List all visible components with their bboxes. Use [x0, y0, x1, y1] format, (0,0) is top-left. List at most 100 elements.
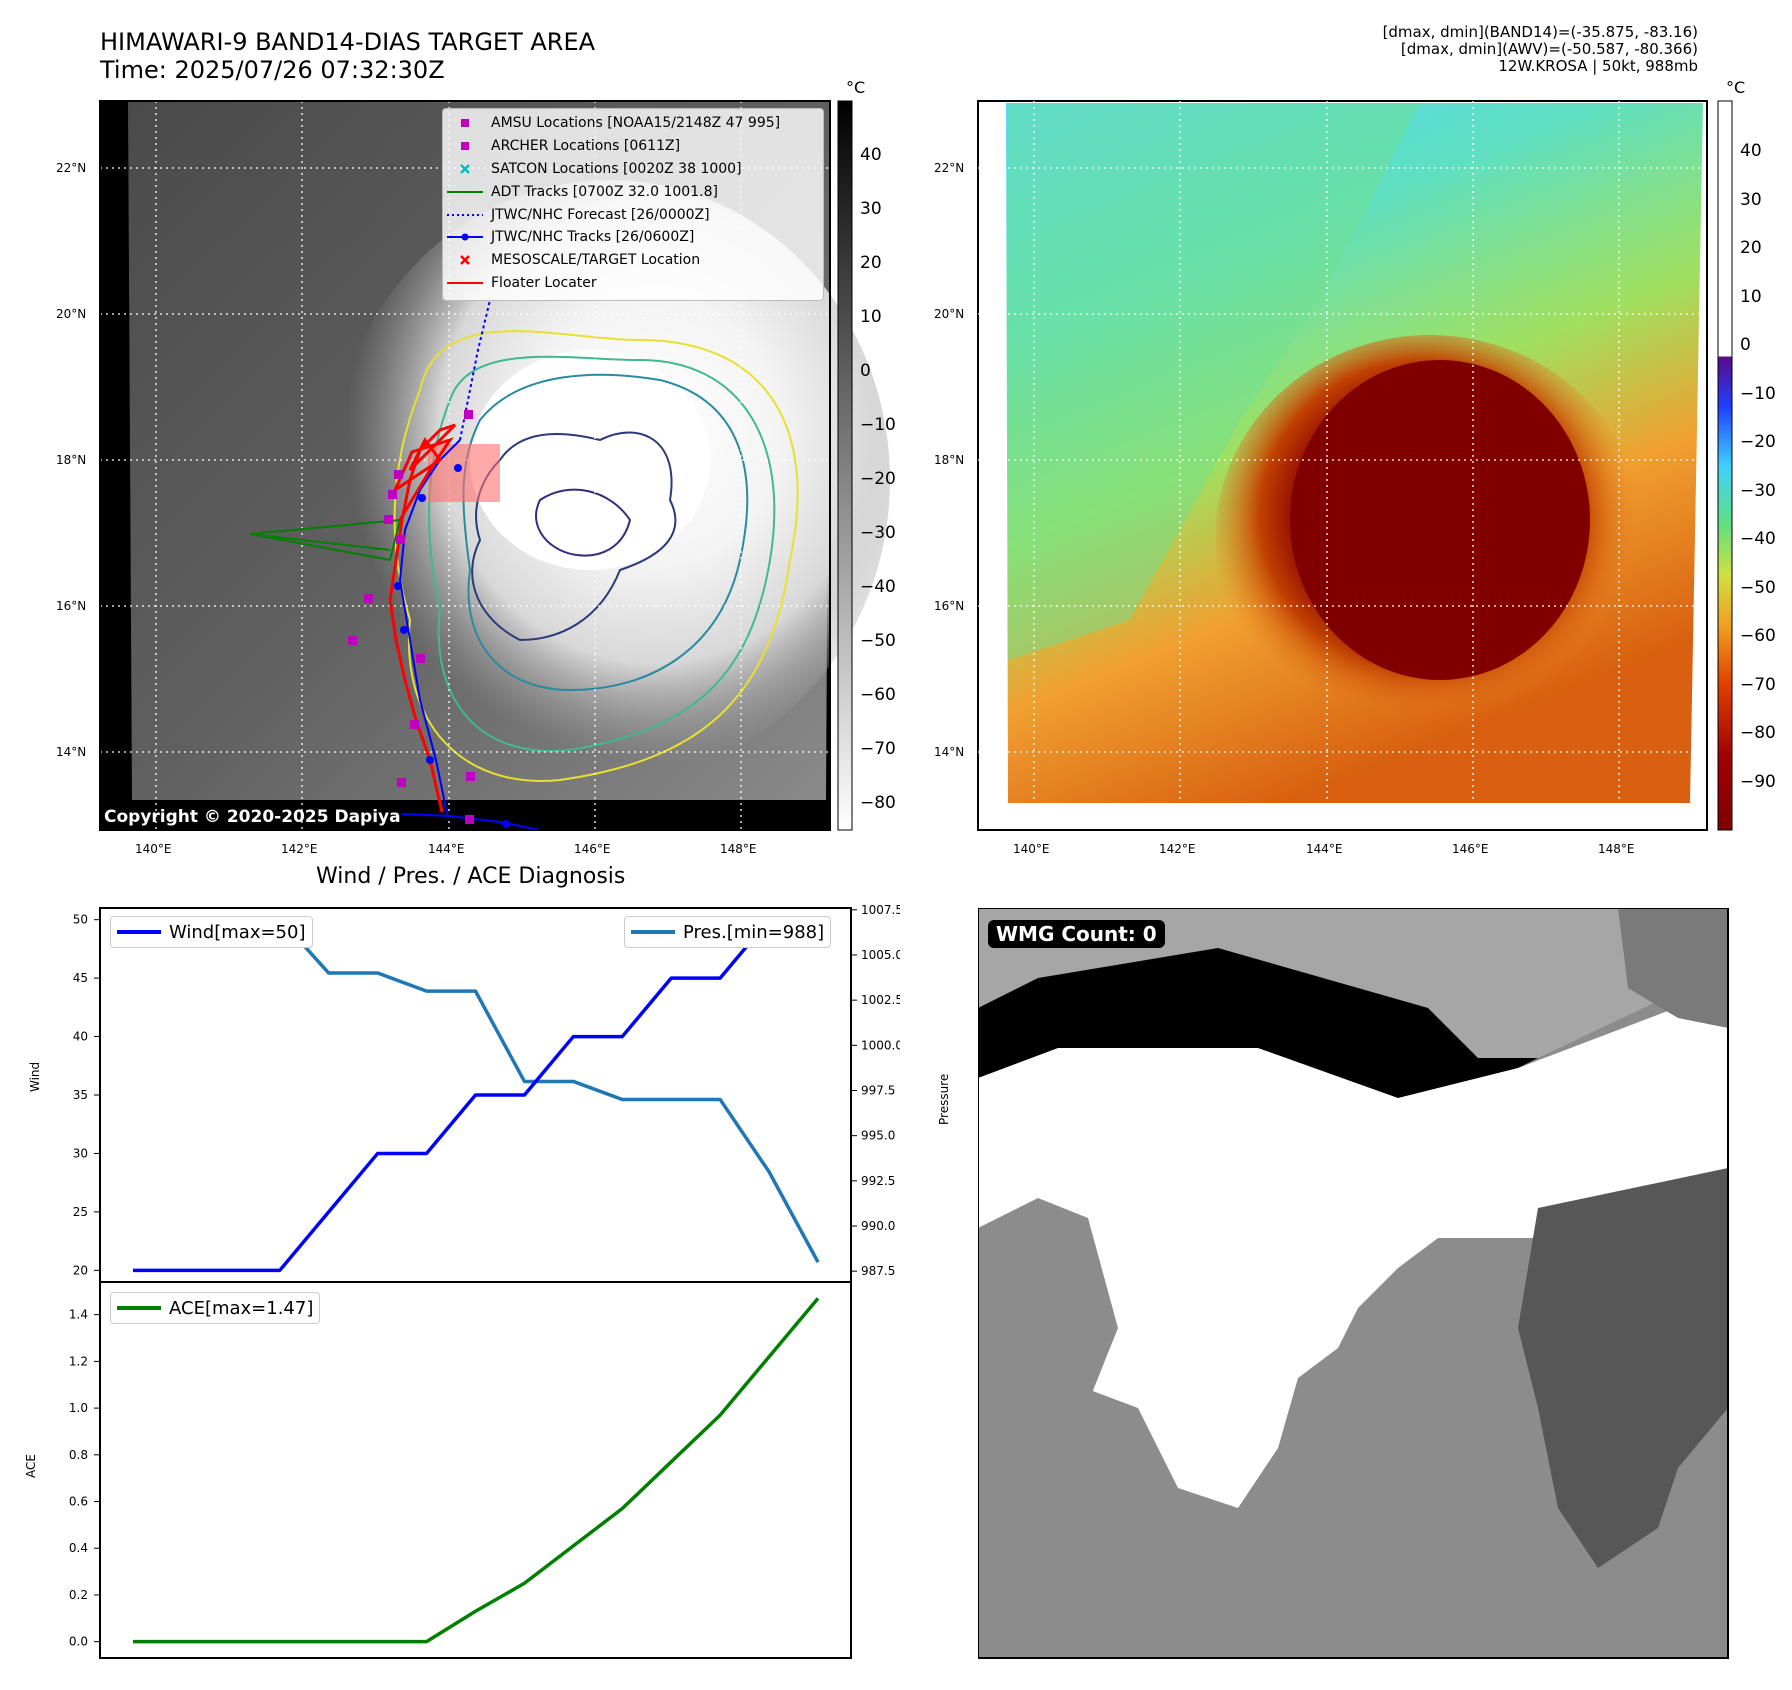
legend-marker [443, 250, 487, 270]
y-tick-label: 45 [73, 971, 88, 985]
dry-region [1008, 103, 1420, 660]
left-colorbar-tick: −10 [860, 415, 896, 435]
ace-legend-label: ACE[max=1.47] [169, 1297, 314, 1319]
right-lat-tick-22: 22°N [934, 161, 965, 175]
lat-tick-18: 18°N [56, 453, 87, 467]
cold-cloud-core [1290, 360, 1590, 680]
ace-axes [99, 1281, 852, 1659]
legend-label: AMSU Locations [NOAA15/2148Z 47 995] [491, 115, 781, 132]
y-tick-label: 0.0 [69, 1635, 88, 1649]
legend-item: ARCHER Locations [0611Z] [443, 135, 823, 158]
y-tick-label: 40 [73, 1030, 88, 1044]
y2-tick-label: 990.0 [861, 1219, 895, 1233]
lon-tick-142: 142°E [281, 842, 318, 856]
left-colorbar-tick: −80 [860, 793, 896, 813]
info-block: [dmax, dmin](BAND14)=(-35.875, -83.16) [… [1383, 24, 1698, 75]
jtwc-points [394, 464, 510, 828]
ace-legend: ACE[max=1.47] [110, 1292, 321, 1324]
right-colorbar-tick: −50 [1740, 577, 1776, 598]
left-colorbar-tick: 0 [860, 361, 871, 381]
right-colorbar-tick: 0 [1740, 335, 1751, 355]
wmg-panel [978, 908, 1729, 1659]
y2-tick-label: 997.5 [861, 1083, 895, 1097]
legend-marker [443, 113, 487, 133]
jtwc-track-south [401, 813, 541, 831]
legend-marker [443, 136, 487, 156]
y2-tick-label: 1002.5 [861, 993, 900, 1007]
figure-title: HIMAWARI-9 BAND14-DIAS TARGET AREA Time:… [100, 28, 595, 84]
lat-tick-16: 16°N [56, 599, 87, 613]
y-tick-label: 30 [73, 1146, 88, 1160]
legend-item: AMSU Locations [NOAA15/2148Z 47 995] [443, 112, 823, 135]
left-colorbar-unit: °C [846, 78, 866, 97]
legend-label: JTWC/NHC Forecast [26/0000Z] [491, 206, 710, 223]
jtwc-track [398, 439, 461, 819]
y2-tick-label: 995.0 [861, 1129, 895, 1143]
right-colorbar-tick: −10 [1740, 383, 1776, 404]
right-colorbar-tick: −70 [1740, 674, 1776, 695]
info-line2: [dmax, dmin](AWV)=(-50.587, -80.366) [1400, 40, 1698, 58]
wmg-white-region [978, 988, 1728, 1508]
left-map-border [99, 100, 831, 831]
legend-marker [443, 182, 487, 202]
lon-tick-144: 144°E [428, 842, 465, 856]
contour-navy [471, 431, 677, 642]
y-tick-label: 1.0 [69, 1401, 88, 1415]
lat-tick-14: 14°N [56, 745, 87, 759]
right-lon-tick-144: 144°E [1306, 842, 1343, 856]
info-line3: 12W.KROSA | 50kt, 988mb [1498, 57, 1698, 75]
wmg-border [978, 908, 1729, 1659]
right-lon-tick-142: 142°E [1159, 842, 1196, 856]
legend-label: JTWC/NHC Tracks [26/0600Z] [491, 229, 695, 246]
right-colorbar-tick: −80 [1740, 723, 1776, 743]
contour-green [428, 355, 776, 753]
legend-label: ADT Tracks [0700Z 32.0 1001.8] [491, 183, 718, 200]
y2-tick-label: 1007.5 [861, 903, 900, 917]
left-colorbar-tick: 40 [860, 145, 882, 165]
amsu-markers [348, 410, 475, 824]
pres-legend: Pres.[min=988] [624, 916, 832, 948]
wmg-count-label: WMG Count: 0 [988, 920, 1165, 948]
left-map-panel: Copyright © 2020-2025 Dapiya [99, 100, 1733, 831]
y-tick-label: 25 [73, 1205, 88, 1219]
left-colorbar-tick: 10 [860, 307, 882, 327]
y2-tick-label: 1005.0 [861, 948, 900, 962]
copyright-text: Copyright © 2020-2025 Dapiya [104, 807, 401, 827]
right-lon-tick-140: 140°E [1013, 842, 1050, 856]
cloud-core [470, 350, 710, 570]
left-colorbar-tick: −50 [860, 631, 896, 651]
lon-tick-148: 148°E [720, 842, 757, 856]
info-line1: [dmax, dmin](BAND14)=(-35.875, -83.16) [1382, 23, 1698, 41]
pressure-line [133, 917, 820, 1263]
y2-tick-label: 1000.0 [861, 1038, 900, 1052]
target-area-box [428, 444, 500, 502]
y-tick-label: 1.2 [69, 1354, 88, 1368]
legend-marker [443, 159, 487, 179]
y-tick-label: 1.4 [69, 1308, 88, 1322]
wind-legend-swatch [117, 930, 161, 934]
floater-locater [388, 423, 457, 813]
contour-inner [535, 488, 632, 557]
y-tick-label: 0.2 [69, 1588, 88, 1602]
y-tick-label: 50 [73, 913, 88, 927]
legend-label: SATCON Locations [0020Z 38 1000] [491, 160, 742, 177]
right-lon-tick-146: 146°E [1452, 842, 1489, 856]
legend-marker [443, 205, 487, 225]
ace-legend-swatch [117, 1306, 161, 1310]
legend-item: JTWC/NHC Forecast [26/0000Z] [443, 203, 823, 226]
diagnosis-title: Wind / Pres. / ACE Diagnosis [316, 864, 626, 889]
legend-item: MESOSCALE/TARGET Location [443, 249, 823, 272]
right-colorbar-tick: −20 [1740, 432, 1776, 452]
legend-marker [443, 227, 487, 247]
legend-label: Floater Locater [491, 274, 597, 291]
wind-legend: Wind[max=50] [110, 916, 313, 948]
right-lat-tick-18: 18°N [934, 453, 965, 467]
legend-item: JTWC/NHC Tracks [26/0600Z] [443, 226, 823, 249]
pressure-axis-label: Pressure [937, 1073, 951, 1125]
track-legend: AMSU Locations [NOAA15/2148Z 47 995] ARCH… [442, 108, 824, 301]
lat-tick-20: 20°N [56, 307, 87, 321]
contour-yellow [393, 330, 799, 782]
right-colorbar-tick: −90 [1740, 771, 1776, 792]
ace-axis-label: ACE [24, 1454, 38, 1478]
contour-teal [462, 373, 749, 692]
